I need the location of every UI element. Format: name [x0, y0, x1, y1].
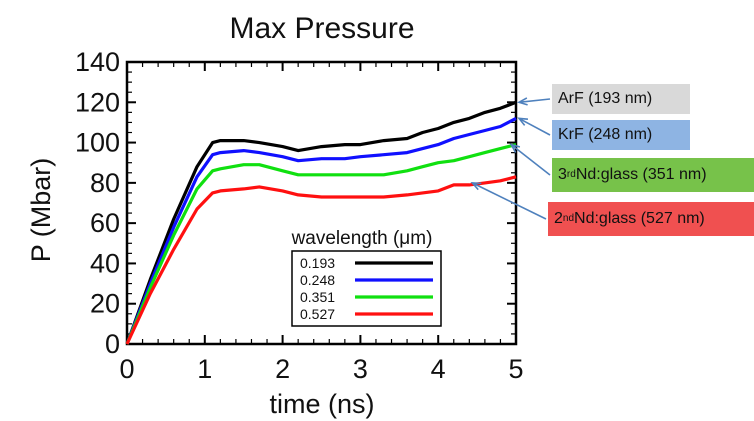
x-tick-label: 4 — [431, 354, 446, 384]
callout-arrowhead — [517, 117, 529, 126]
y-tick-label: 60 — [90, 208, 120, 238]
callout-text: Nd:glass (351 nm) — [575, 166, 707, 183]
callout-arrowhead — [516, 97, 528, 106]
callout-arrow — [510, 143, 551, 176]
y-tick-label: 80 — [90, 168, 120, 198]
y-axis-label: P (Mbar) — [26, 158, 56, 263]
x-tick-label: 1 — [197, 354, 212, 384]
x-tick-label: 5 — [508, 354, 523, 384]
callout-text: ArF (193 nm) — [558, 90, 653, 107]
y-tick-label: 120 — [75, 87, 120, 117]
callout-arrowhead — [470, 181, 482, 191]
x-tick-label: 2 — [275, 354, 290, 384]
y-tick-label: 140 — [75, 47, 120, 77]
y-tick-label: 0 — [105, 329, 120, 359]
plot-area: 0 1 2 3 4 5 0 20 40 60 80 100 120 140 wavelength (μm) 0… — [75, 47, 551, 384]
y-tick-label: 40 — [90, 248, 120, 278]
series-line-0.248 — [125, 116, 517, 345]
legend-title: wavelength (μm) — [291, 228, 433, 249]
callout-arrow — [518, 98, 551, 104]
y-tick-label: 100 — [75, 128, 120, 158]
legend-label: 0.248 — [300, 272, 335, 288]
series-line-0.527 — [125, 175, 517, 345]
callout-text: 2 — [554, 210, 563, 227]
callout-text: KrF (248 nm) — [558, 126, 653, 143]
x-tick-label: 3 — [353, 354, 368, 384]
callout-arrowhead — [509, 143, 521, 153]
callout-label: ArF (193 nm) — [552, 84, 690, 114]
series-line-0.193 — [125, 100, 517, 345]
x-tick-label: 0 — [119, 354, 134, 384]
callout-text: Nd:glass (527 nm) — [574, 210, 705, 227]
legend-label: 0.527 — [300, 306, 335, 322]
callout-label: KrF (248 nm) — [552, 120, 690, 150]
callout-arrow — [518, 117, 551, 136]
legend-label: 0.351 — [300, 289, 335, 305]
series-line-0.351 — [125, 143, 517, 345]
chart-title: Max Pressure — [229, 12, 414, 45]
x-axis-label: time (ns) — [269, 389, 374, 419]
legend-label: 0.193 — [300, 255, 335, 271]
callout-text: 3 — [558, 166, 567, 183]
callout-arrow — [471, 182, 547, 220]
y-tick-label: 20 — [90, 289, 120, 319]
